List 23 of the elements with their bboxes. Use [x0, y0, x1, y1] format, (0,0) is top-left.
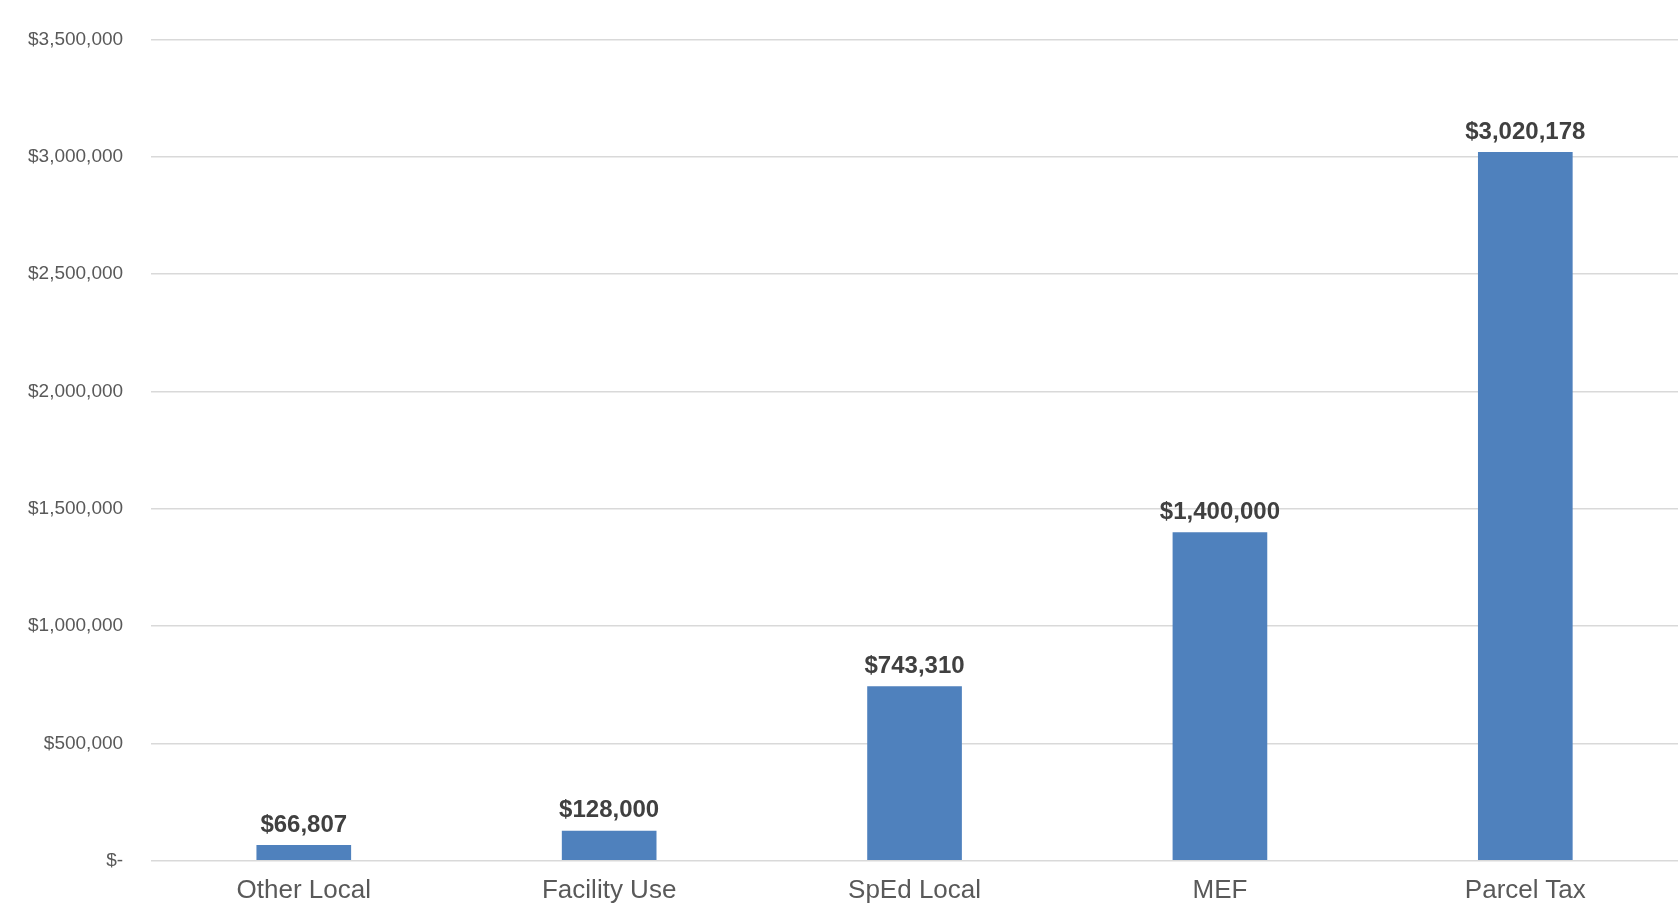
data-label: $66,807: [260, 809, 348, 837]
bar: [561, 830, 657, 861]
y-tick-label: $-: [106, 849, 124, 871]
y-tick-label: $3,500,000: [28, 27, 124, 49]
x-tick-label: Facility Use: [541, 873, 677, 904]
x-tick-label: MEF: [1192, 873, 1248, 904]
y-tick-label: $1,000,000: [28, 614, 124, 636]
y-tick-label: $1,500,000: [28, 497, 124, 519]
x-tick-label: SpEd Local: [848, 873, 982, 904]
data-label: $1,400,000: [1159, 496, 1280, 524]
y-tick-label: $3,000,000: [28, 144, 124, 166]
y-tick-label: $500,000: [43, 731, 124, 753]
data-label: $128,000: [559, 795, 660, 823]
data-label: $3,020,178: [1465, 116, 1586, 144]
y-tick-label: $2,500,000: [28, 262, 124, 284]
bar: [256, 845, 352, 861]
bar: [1172, 532, 1268, 861]
y-tick-label: $2,000,000: [28, 379, 124, 401]
bar: [867, 686, 962, 861]
x-tick-label: Other Local: [236, 873, 371, 904]
x-tick-label: Parcel Tax: [1464, 873, 1586, 904]
bar: [1477, 152, 1573, 861]
data-label: $743,310: [864, 650, 965, 678]
